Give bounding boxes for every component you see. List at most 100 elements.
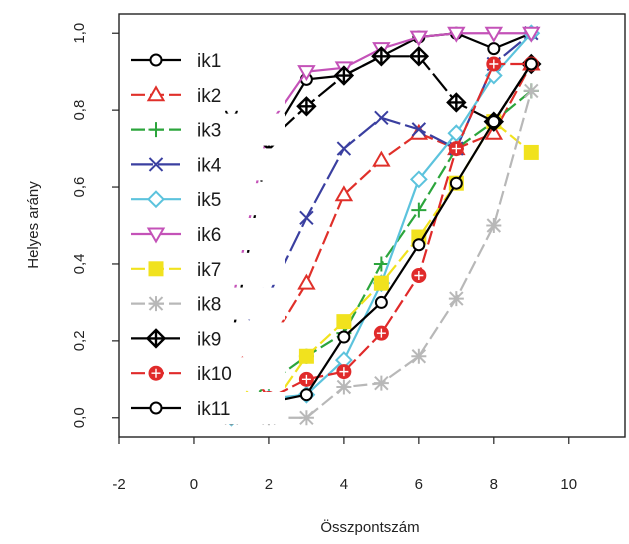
- data-point-ik11: [412, 238, 426, 252]
- legend-label: ik7: [197, 260, 221, 281]
- legend-marker: [148, 261, 164, 277]
- data-point-ik8: [411, 348, 427, 364]
- data-point-ik9: [446, 92, 467, 113]
- data-point-ik8: [486, 218, 502, 233]
- data-point-ik6: [297, 65, 316, 82]
- legend-entry: ik7: [125, 252, 285, 285]
- data-point-ik2: [372, 150, 391, 167]
- data-point-ik7: [298, 348, 314, 364]
- y-tick-label: 0,8: [71, 100, 88, 121]
- x-tick-label: 6: [415, 476, 423, 493]
- data-point-ik11: [524, 57, 538, 71]
- data-point-ik10-cross: [414, 270, 424, 280]
- legend-entry: ik8: [125, 287, 285, 320]
- legend-marker-cross: [151, 368, 161, 378]
- legend-marker: [149, 401, 163, 415]
- data-point-ik2: [334, 185, 354, 202]
- data-point-ik7: [523, 144, 539, 160]
- legend-label: ik2: [197, 86, 221, 107]
- data-point-ik9: [408, 46, 430, 67]
- data-point-ik10-cross: [451, 144, 461, 154]
- y-tick-label: 0,2: [71, 330, 88, 351]
- legend-marker: [149, 53, 163, 67]
- legend-entry: ik5: [125, 183, 285, 216]
- legend-entry: ik10: [125, 357, 285, 390]
- data-point-ik11: [337, 330, 351, 344]
- data-point-ik9: [371, 46, 392, 67]
- data-point-ik5: [409, 170, 428, 189]
- data-point-ik6: [409, 30, 429, 47]
- y-tick-label: 0,4: [71, 254, 88, 275]
- x-tick-label: 4: [340, 476, 348, 493]
- data-point-ik4: [336, 141, 352, 156]
- data-point-ik10-cross: [489, 59, 499, 69]
- y-tick-label: 0,0: [71, 407, 88, 428]
- data-point-ik9: [333, 65, 355, 86]
- data-point-ik11: [487, 115, 501, 129]
- data-point-ik10-cross: [339, 367, 349, 377]
- data-point-ik3: [373, 256, 389, 272]
- data-point-ik8: [298, 410, 314, 426]
- legend-marker: [146, 227, 166, 244]
- legend-label: ik8: [197, 295, 221, 316]
- data-point-ik2: [297, 273, 316, 290]
- data-point-ik10-cross: [301, 374, 311, 384]
- data-point-ik9: [296, 96, 317, 117]
- legend-label: ik1: [197, 51, 221, 72]
- data-point-ik8: [373, 375, 389, 391]
- x-tick-label: -2: [112, 476, 125, 493]
- data-point-ik1: [487, 42, 501, 56]
- y-axis-label: Helyes arány: [25, 181, 42, 269]
- y-tick-label: 1,0: [71, 23, 88, 44]
- legend-label: ik4: [197, 155, 222, 176]
- plot-frame: [118, 13, 626, 438]
- data-point-ik7: [336, 314, 352, 330]
- legend-marker: [146, 85, 166, 102]
- data-point-ik8: [523, 83, 539, 99]
- data-point-ik4: [374, 110, 389, 126]
- legend-marker: [148, 296, 164, 312]
- legend-label: ik5: [197, 190, 221, 211]
- data-point-ik11: [449, 176, 463, 190]
- data-point-ik11: [299, 388, 313, 402]
- legend-entry: ik1: [125, 44, 285, 76]
- legend-marker: [147, 190, 165, 209]
- x-tick-label: 2: [265, 476, 273, 493]
- data-point-ik6: [447, 26, 466, 43]
- x-tick-label: 8: [490, 476, 498, 493]
- data-point-ik6: [522, 26, 541, 43]
- legend-label: ik6: [197, 225, 221, 246]
- data-point-ik8: [336, 379, 352, 395]
- legend-entry: ik6: [125, 218, 285, 250]
- legend-entry: ik11: [125, 392, 285, 424]
- legend-label: ik9: [197, 329, 221, 350]
- y-tick-label: 0,6: [71, 177, 88, 198]
- legend-marker: [145, 328, 167, 349]
- data-point-ik7: [373, 275, 389, 291]
- axes: -2 0 2 4 6 8 10 0,0 0,2 0,4 0,6 0,8 1,0: [71, 23, 577, 493]
- data-point-ik4: [411, 122, 427, 137]
- legend-entry: ik9: [125, 322, 285, 355]
- data-point-ik5: [447, 124, 466, 143]
- x-axis-label: Összpontszám: [320, 518, 419, 536]
- legend-entry: ik2: [125, 78, 285, 111]
- data-point-ik4: [299, 210, 314, 226]
- data-point-ik2: [484, 123, 504, 140]
- data-point-ik3: [411, 202, 427, 218]
- legend-entry: ik4: [125, 148, 285, 181]
- legend-marker: [148, 122, 164, 138]
- legend-marker: [148, 157, 164, 172]
- data-point-ik8: [448, 291, 464, 307]
- x-tick-label: 10: [560, 476, 577, 493]
- data-point-ik11: [374, 295, 388, 309]
- data-point-ik10-cross: [376, 328, 386, 338]
- x-tick-label: 0: [190, 476, 198, 493]
- legend-label: ik3: [197, 121, 221, 142]
- legend-label: ik10: [197, 364, 232, 385]
- legend-label: ik11: [197, 399, 230, 420]
- legend-entry: ik3: [125, 113, 285, 146]
- legend: ik1 ik2 ik3 ik4 ik5 ik6 ik7 ik8 ik9 ik10 ik11: [125, 44, 285, 424]
- data-point-ik6: [484, 26, 504, 43]
